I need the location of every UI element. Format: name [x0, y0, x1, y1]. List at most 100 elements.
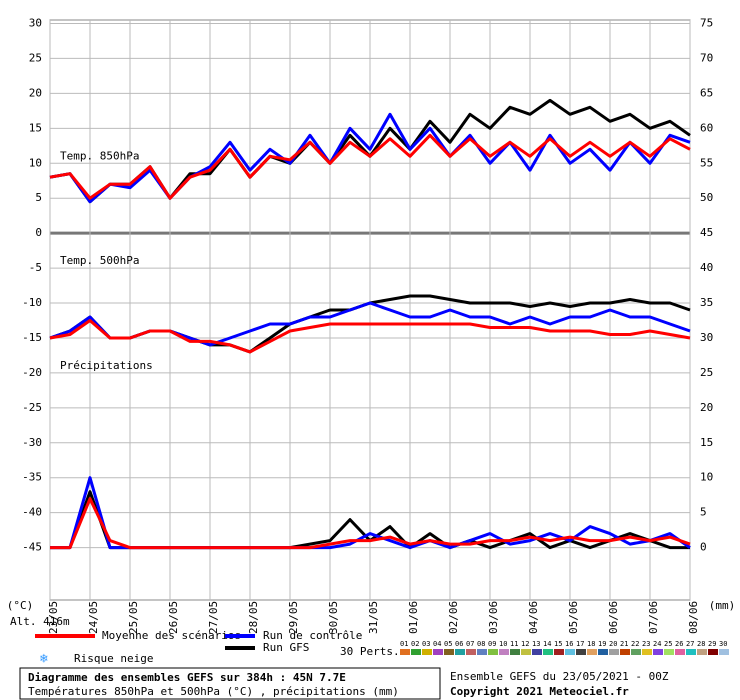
pert-number: 10 [499, 640, 507, 648]
pert-swatch [411, 649, 421, 655]
pert-number: 16 [565, 640, 573, 648]
panel-label: Temp. 500hPa [60, 254, 139, 267]
pert-number: 25 [664, 640, 672, 648]
chart-title: Diagramme des ensembles GEFS sur 384h : … [28, 671, 346, 684]
y-tick-label: -25 [22, 401, 42, 414]
legend-label: Run GFS [263, 641, 309, 654]
pert-number: 07 [466, 640, 474, 648]
x-tick-label: 26/05 [167, 601, 180, 634]
panel-label: Temp. 850hPa [60, 149, 139, 162]
pert-swatch [466, 649, 476, 655]
y2-tick-label: 30 [700, 331, 713, 344]
pert-swatch [444, 649, 454, 655]
pert-number: 03 [422, 640, 430, 648]
y-tick-label: 25 [29, 51, 42, 64]
pert-number: 09 [488, 640, 496, 648]
x-tick-label: 01/06 [407, 601, 420, 634]
title-box [19, 667, 441, 700]
pert-swatch [455, 649, 465, 655]
pert-number: 19 [598, 640, 606, 648]
pert-swatch [554, 649, 564, 655]
chart-subtitle: Températures 850hPa et 500hPa (°C) , pré… [28, 685, 399, 698]
panel-label: Précipitations [60, 359, 153, 372]
pert-swatch [543, 649, 553, 655]
y2-tick-label: 10 [700, 471, 713, 484]
x-tick-label: 02/06 [447, 601, 460, 634]
x-tick-label: 30/05 [327, 601, 340, 634]
altitude: Alt. 416m [10, 615, 70, 628]
pert-swatch [609, 649, 619, 655]
pert-number: 29 [708, 640, 716, 648]
x-tick-label: 24/05 [87, 601, 100, 634]
series-line [49, 133, 691, 200]
pert-swatch [477, 649, 487, 655]
pert-number: 26 [675, 640, 683, 648]
y2-tick-label: 65 [700, 86, 713, 99]
y2-tick-label: 20 [700, 401, 713, 414]
pert-swatch [598, 649, 608, 655]
pert-number: 21 [620, 640, 628, 648]
y2-tick-label: 5 [700, 506, 707, 519]
y2-axis-label: (mm) [709, 599, 736, 612]
pert-number: 05 [444, 640, 452, 648]
x-tick-label: 23/05 [47, 601, 60, 634]
pert-number: 08 [477, 640, 485, 648]
y2-tick-label: 40 [700, 261, 713, 274]
x-tick-label: 07/06 [647, 601, 660, 634]
x-tick-label: 31/05 [367, 601, 380, 634]
series-line [50, 497, 691, 550]
pert-number: 01 [400, 640, 408, 648]
legend-label: Run de contrôle [263, 629, 362, 642]
pert-number: 13 [532, 640, 540, 648]
y2-tick-label: 55 [700, 156, 713, 169]
x-tick-label: 28/05 [247, 601, 260, 634]
snow-label: Risque neige [74, 652, 153, 665]
pert-number: 11 [510, 640, 518, 648]
pert-swatch [488, 649, 498, 655]
y-axis-label: (°C) [7, 599, 34, 612]
pert-swatch [521, 649, 531, 655]
y2-tick-label: 60 [700, 121, 713, 134]
y-tick-label: -45 [22, 541, 42, 554]
x-tick-label: 08/06 [687, 601, 700, 634]
y-tick-label: 20 [29, 86, 42, 99]
x-tick-label: 25/05 [127, 601, 140, 634]
pert-swatch [719, 649, 729, 655]
y-tick-label: -15 [22, 331, 42, 344]
y2-tick-label: 70 [700, 51, 713, 64]
pert-swatch [642, 649, 652, 655]
pert-swatch [433, 649, 443, 655]
x-tick-label: 03/06 [487, 601, 500, 634]
y2-tick-label: 50 [700, 191, 713, 204]
x-tick-label: 04/06 [527, 601, 540, 634]
x-tick-label: 05/06 [567, 601, 580, 634]
pert-swatch [697, 649, 707, 655]
y-tick-label: -30 [22, 436, 42, 449]
pert-swatch [653, 649, 663, 655]
y-tick-label: -5 [29, 261, 42, 274]
pert-number: 23 [642, 640, 650, 648]
pert-swatch [686, 649, 696, 655]
pert-swatch [576, 649, 586, 655]
pert-number: 28 [697, 640, 705, 648]
y-tick-label: 15 [29, 121, 42, 134]
y-tick-label: -35 [22, 471, 42, 484]
pert-swatch [664, 649, 674, 655]
y2-tick-label: 15 [700, 436, 713, 449]
y2-tick-label: 0 [700, 541, 707, 554]
x-tick-label: 29/05 [287, 601, 300, 634]
y-tick-label: -10 [22, 296, 42, 309]
y2-tick-label: 75 [700, 16, 713, 29]
pert-swatch [675, 649, 685, 655]
pert-swatch [499, 649, 509, 655]
pert-number: 02 [411, 640, 419, 648]
y2-tick-label: 35 [700, 296, 713, 309]
pert-swatch [510, 649, 520, 655]
pert-swatch [400, 649, 410, 655]
legend-label: Moyenne des scénarios [102, 629, 241, 642]
pert-number: 22 [631, 640, 639, 648]
y-tick-label: 0 [35, 226, 42, 239]
y-tick-label: -20 [22, 366, 42, 379]
pert-swatch [708, 649, 718, 655]
